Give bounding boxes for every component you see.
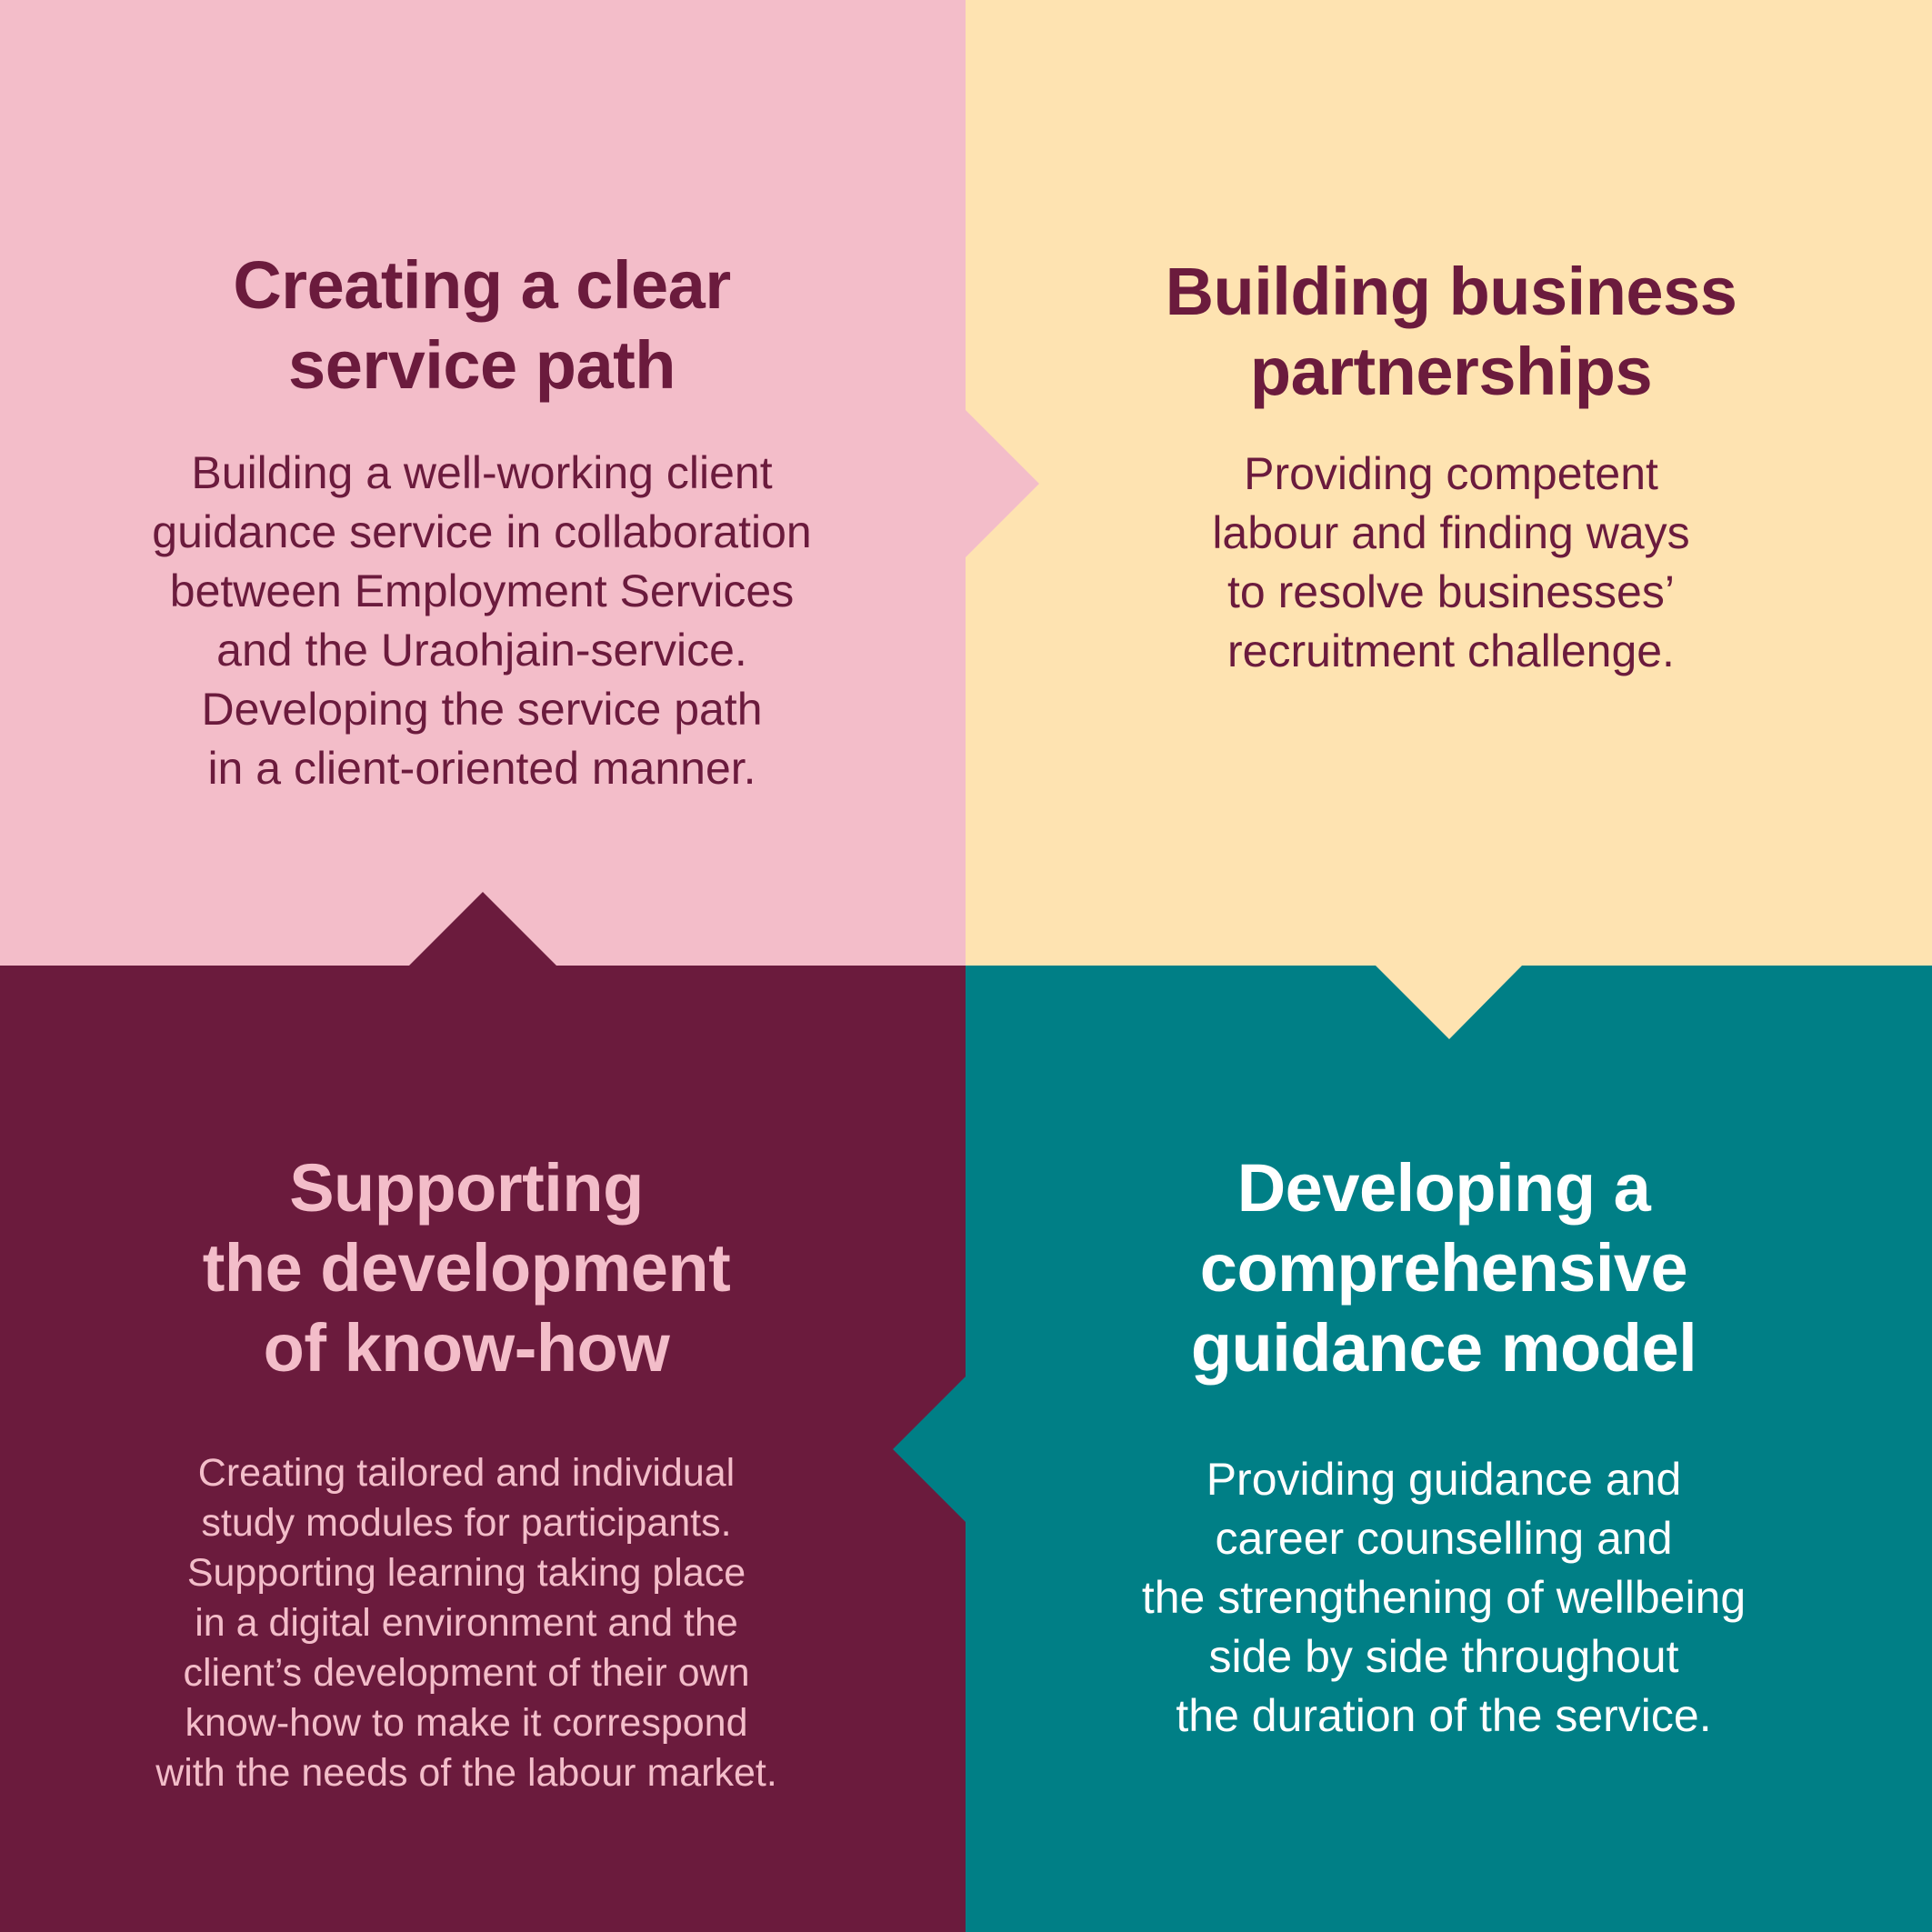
quadrant-title: Building business partnerships <box>1165 254 1737 409</box>
bottom-left-block <box>0 966 966 1932</box>
quadrant-bottom-right: Developing a comprehensive guidance mode… <box>1035 1148 1853 1746</box>
quadrant-top-right: Building business partnerships Providing… <box>1042 252 1860 681</box>
top-right-block <box>966 0 1932 966</box>
quadrant-title: Supporting the development of know-how <box>202 1150 731 1386</box>
quadrant-description: Providing guidance and career counsellin… <box>1141 1454 1747 1741</box>
quadrant-description: Creating tailored and individual study m… <box>155 1451 777 1795</box>
quadrant-title: Creating a clear service path <box>233 247 731 403</box>
top-left-block <box>0 0 966 966</box>
quadrant-bottom-left: Supporting the development of know-how C… <box>57 1148 876 1798</box>
quadrant-description: Building a well-working client guidance … <box>152 447 812 794</box>
quadrant-top-left: Creating a clear service path Building a… <box>73 245 891 798</box>
bottom-right-block <box>966 966 1932 1932</box>
quadrant-title: Developing a comprehensive guidance mode… <box>1190 1150 1697 1386</box>
arrow-left-notch <box>893 1375 967 1524</box>
quadrant-description: Providing competent labour and finding w… <box>1212 448 1690 676</box>
arrow-right-notch <box>965 409 1039 558</box>
arrow-down-notch <box>1375 965 1523 1039</box>
arrow-up-notch <box>407 892 558 967</box>
